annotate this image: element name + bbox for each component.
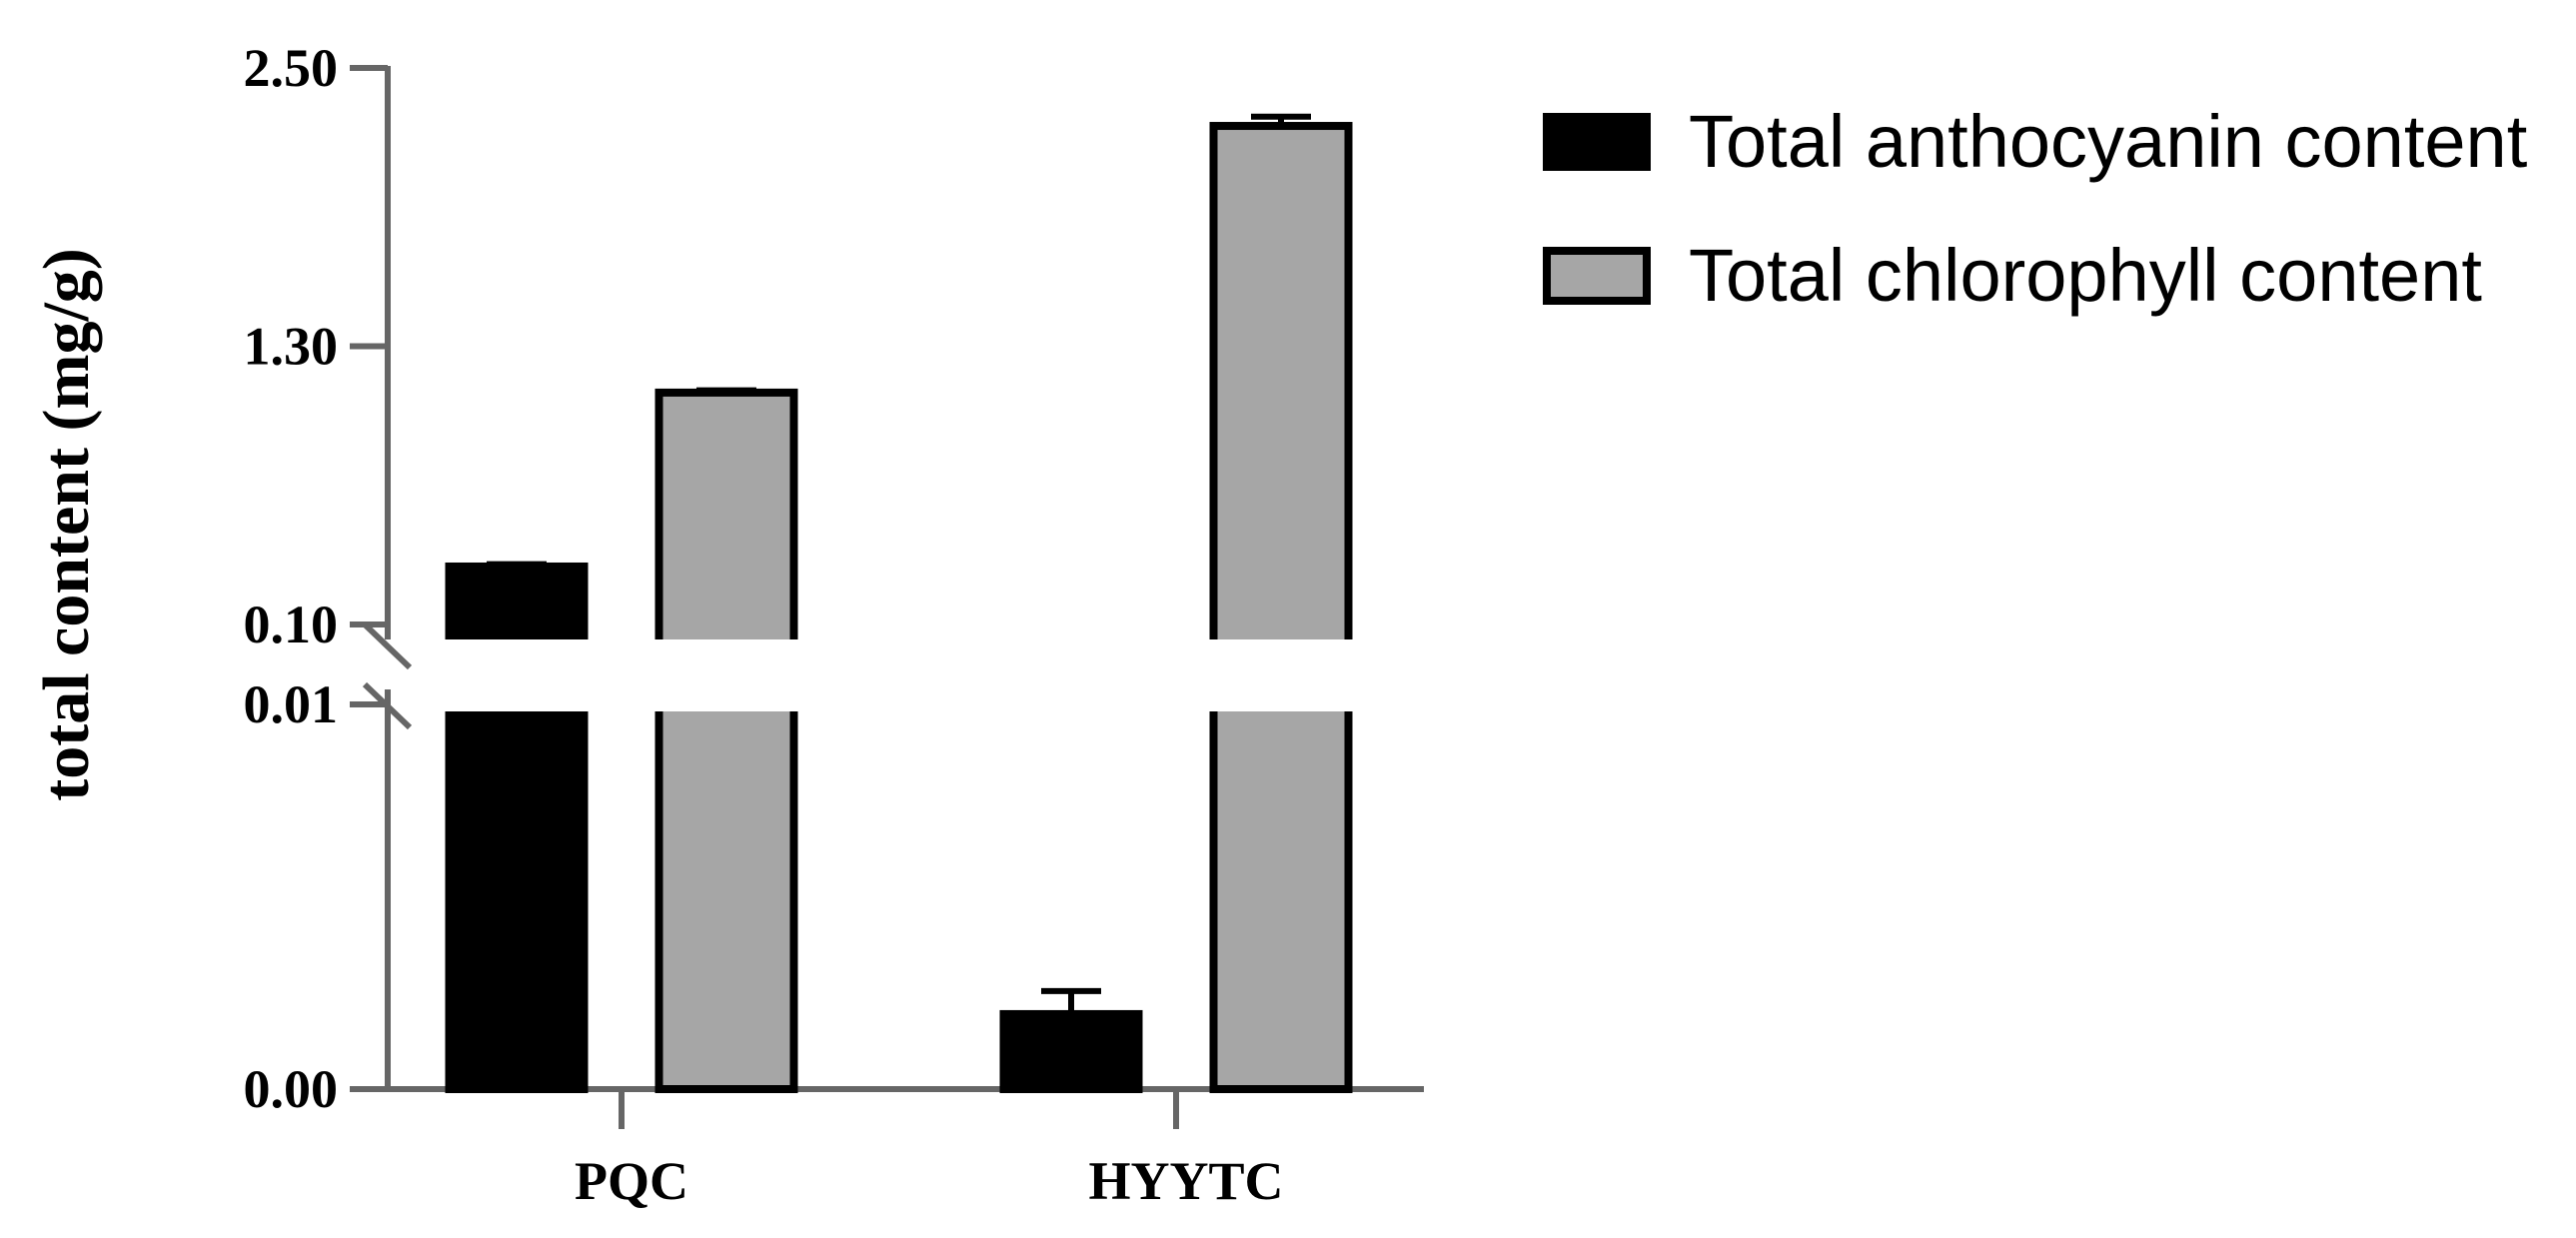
y-tick-label: 0.00: [244, 1059, 339, 1119]
legend-label: Total anthocyanin content: [1689, 100, 2528, 183]
y-tick-label: 0.10: [244, 595, 339, 654]
axis-break-mark-upper: [362, 621, 413, 670]
y-tick-label: 1.30: [244, 317, 339, 377]
axes: 2.50 1.30 0.10 0.01 0.00 PQC HYYTC: [244, 38, 1424, 1211]
legend-swatch: [1543, 247, 1651, 305]
bar: [654, 388, 798, 1093]
x-tick-label: HYYTC: [1088, 1151, 1283, 1211]
x-tick-label: PQC: [575, 1151, 688, 1211]
bar: [999, 1009, 1143, 1093]
bar: [1209, 122, 1353, 1094]
bar-break-gap: [443, 639, 591, 711]
legend-label: Total chlorophyll content: [1689, 234, 2482, 317]
legend-swatch: [1543, 113, 1651, 171]
y-tick-label: 2.50: [244, 38, 339, 98]
y-tick-label: 0.01: [244, 674, 339, 734]
bar-break-gap: [1207, 639, 1355, 711]
bar-break-gap: [652, 639, 800, 711]
legend: Total anthocyanin content Total chlorophy…: [1543, 100, 2528, 317]
y-axis-title: total content (mg/g): [30, 248, 103, 801]
bars: [443, 113, 1355, 1094]
